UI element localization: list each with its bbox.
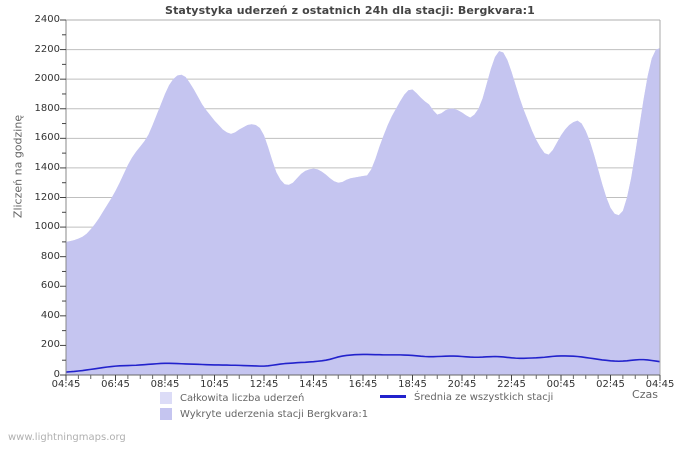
x-tick-label: 22:45 [497,379,526,390]
series-line-average [65,353,661,373]
y-tick-label: 0 [53,369,60,380]
x-tick-label: 12:45 [249,379,279,390]
x-tick-label: 04:45 [645,379,675,390]
x-axis-label: Czas [632,388,658,401]
y-tick-label: 2000 [34,73,60,85]
chart-title: Statystyka uderzeń z ostatnich 24h dla s… [165,4,535,17]
x-tick-label: 20:45 [447,379,477,390]
y-tick-label: 600 [40,280,60,292]
y-axis-tick-labels: 2400 2200 2000 1800 1600 1400 1200 1000 800 600 40… [18,0,60,450]
y-tick-label: 1600 [34,132,60,144]
legend-label-average: Średnia ze wszystkich stacji [414,392,554,403]
x-tick-label: 00:45 [546,379,576,390]
x-tick-label: 10:45 [200,379,229,390]
legend-item-average: Średnia ze wszystkich stacji [380,392,553,404]
station-swatch-icon [160,408,172,420]
x-tick-label: 08:45 [150,379,180,390]
total-swatch-icon [160,392,172,404]
y-tick-label: 200 [40,339,60,351]
y-tick-label: 1200 [34,191,60,203]
x-tick-label: 14:45 [299,379,328,390]
x-tick-label: 02:45 [596,379,625,390]
x-tick-label: 16:45 [348,379,378,390]
watermark: www.lightningmaps.org [8,432,126,443]
legend-item-station: Wykryte uderzenia stacji Bergkvara:1 [160,408,368,421]
legend-item-total: Całkowita liczba uderzeń [160,392,304,405]
legend-label-station: Wykryte uderzenia stacji Bergkvara:1 [180,409,369,420]
y-tick-label: 1800 [34,102,60,114]
chart-legend: Całkowita liczba uderzeń Wykryte uderzen… [0,390,700,424]
y-tick-label: 400 [40,309,60,321]
x-tick-label: 06:45 [101,379,130,390]
average-line-icon [380,395,406,398]
y-tick-label: 1400 [34,161,60,173]
y-tick-label: 800 [40,250,60,262]
legend-label-total: Całkowita liczba uderzeń [180,393,305,404]
y-tick-label: 1000 [34,221,60,233]
y-tick-label: 2400 [34,14,60,25]
x-tick-label: 18:45 [398,379,427,390]
series-area [66,48,660,376]
y-tick-label: 2200 [34,43,60,55]
x-tick-label: 04:45 [51,379,81,390]
